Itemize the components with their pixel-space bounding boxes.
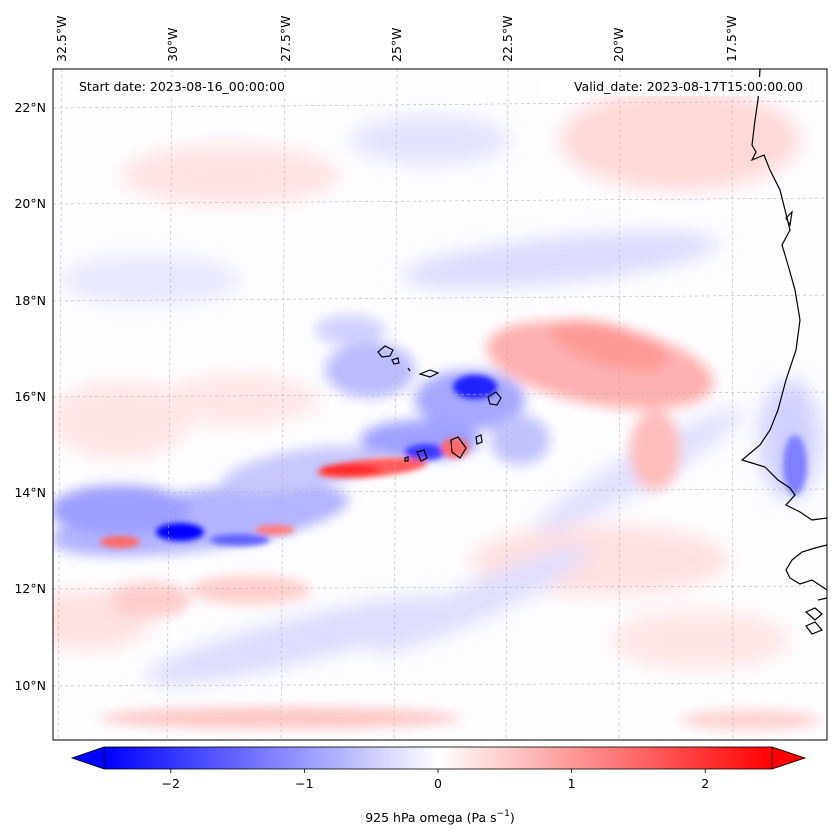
lon-label-22-5w: 22.5°W bbox=[500, 16, 515, 62]
coastlines bbox=[740, 69, 827, 635]
colorbar-ticks: −2 −1 0 1 2 bbox=[162, 769, 709, 791]
colorbar-tick-label: 2 bbox=[701, 776, 709, 791]
santiago-island bbox=[450, 436, 467, 459]
colorbar-label-main: 925 hPa omega (Pa s bbox=[365, 810, 496, 825]
africa-south-coast bbox=[785, 544, 827, 591]
lat-label-16n: 16°N bbox=[14, 389, 46, 404]
colorbar-tick-label: −1 bbox=[295, 776, 313, 791]
lat-label-22n: 22°N bbox=[14, 100, 46, 115]
latitude-labels: 22°N 20°N 18°N 16°N 14°N 12°N 10°N bbox=[14, 100, 46, 693]
colorbar-tick-label: −2 bbox=[162, 776, 180, 791]
gridlines bbox=[53, 69, 827, 740]
longitude-labels: 32.5°W 30°W 27.5°W 25°W 22.5°W 20°W 17.5… bbox=[54, 16, 739, 62]
omega-field bbox=[53, 90, 820, 730]
boa-vista-island bbox=[487, 391, 502, 406]
colorbar-tick-label: 0 bbox=[434, 776, 442, 791]
start-date-box: Start date: 2023-08-16_00:00:00 bbox=[72, 77, 318, 96]
sao-vicente-island bbox=[391, 357, 400, 365]
map-frame bbox=[52, 68, 828, 741]
sao-nicolau-island bbox=[418, 369, 440, 378]
cabo-verde-islands bbox=[377, 345, 502, 462]
maio-island bbox=[475, 434, 483, 445]
lon-label-25w: 25°W bbox=[389, 27, 404, 62]
lon-label-17-5w: 17.5°W bbox=[724, 16, 739, 62]
lat-label-20n: 20°N bbox=[14, 196, 46, 211]
colorbar-tick-label: 1 bbox=[568, 776, 576, 791]
lon-label-32-5w: 32.5°W bbox=[54, 16, 69, 62]
valid-date-label: Valid_date: 2023-08-17T15:00:00.00 bbox=[574, 79, 803, 94]
lat-label-10n: 10°N bbox=[14, 678, 46, 693]
colorbar-extend-high bbox=[771, 746, 807, 770]
sal-island bbox=[407, 367, 411, 372]
lat-label-12n: 12°N bbox=[14, 581, 46, 596]
bijagos-islands bbox=[804, 597, 827, 635]
brava-island bbox=[404, 456, 409, 462]
colorbar-label-close: ) bbox=[510, 810, 515, 825]
omega-cores bbox=[100, 375, 807, 548]
colorbar: −2 −1 0 1 2 925 hPa omega (Pa s−1) bbox=[70, 746, 807, 825]
map-panel: Start date: 2023-08-16_00:00:00 Valid_da… bbox=[52, 68, 828, 741]
storm-field bbox=[53, 315, 820, 730]
background-field bbox=[53, 90, 820, 685]
lon-label-30w: 30°W bbox=[165, 27, 180, 62]
start-date-label: Start date: 2023-08-16_00:00:00 bbox=[79, 79, 285, 94]
lat-label-18n: 18°N bbox=[14, 293, 46, 308]
lon-label-27-5w: 27.5°W bbox=[278, 16, 293, 62]
africa-coastline bbox=[740, 69, 827, 521]
colorbar-label-sup: −1 bbox=[497, 809, 510, 819]
valid-date-box: Valid_date: 2023-08-17T15:00:00.00 bbox=[539, 77, 809, 96]
colorbar-extend-low bbox=[70, 746, 105, 770]
fogo-island bbox=[416, 449, 428, 462]
tip-island bbox=[785, 210, 793, 227]
santo-antao-island bbox=[377, 345, 394, 358]
lat-label-14n: 14°N bbox=[14, 485, 46, 500]
colorbar-label: 925 hPa omega (Pa s−1) bbox=[365, 809, 515, 825]
lon-label-20w: 20°W bbox=[611, 27, 626, 62]
colorbar-body bbox=[103, 746, 773, 770]
